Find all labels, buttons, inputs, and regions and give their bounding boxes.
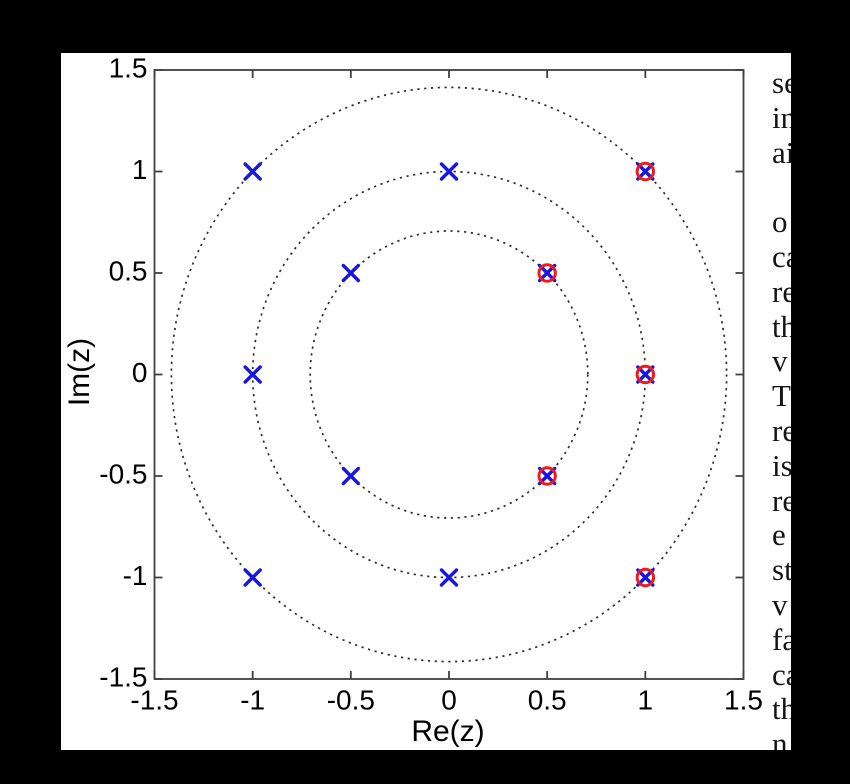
x-marker-stroke xyxy=(243,568,262,587)
axes-frame xyxy=(153,69,745,680)
data-point-o xyxy=(635,364,656,385)
data-point-x xyxy=(243,568,262,587)
x-tick-label: 1 xyxy=(638,684,654,715)
text-line: T xyxy=(772,378,791,414)
reference-circle xyxy=(309,230,589,519)
text-line: th xyxy=(772,691,791,727)
text-line: is xyxy=(772,447,791,483)
data-point-x xyxy=(341,263,361,283)
x-marker-stroke xyxy=(341,466,361,486)
x-marker-stroke xyxy=(439,568,459,587)
text-line: ai xyxy=(772,134,791,170)
x-tick-label: 0.5 xyxy=(528,684,567,715)
reference-circle xyxy=(251,170,647,579)
text-line: ca xyxy=(772,656,791,692)
tick-labels: -1.5 -1 -0.5 0 0.5 1 1.5 -1.5 -1 -0.5 0 0.5 1 1.5 xyxy=(99,53,763,715)
text-line: v xyxy=(772,343,788,379)
data-point-x xyxy=(243,162,262,181)
y-tick-label: -0.5 xyxy=(99,458,147,489)
x-tick-label: -1.5 xyxy=(130,684,178,715)
x-marker-stroke xyxy=(439,162,459,181)
complex-plane-plot: -1.5 -1 -0.5 0 0.5 1 1.5 -1.5 -1 -0.5 0 0.5 1 1.5 Re(… xyxy=(63,53,763,748)
y-tick-label: -1 xyxy=(123,560,148,591)
y-tick-label: 0 xyxy=(132,357,148,388)
y-tick-label: 0.5 xyxy=(109,255,148,286)
data-point-o xyxy=(537,466,557,486)
data-point-o xyxy=(537,263,557,283)
text-line: v xyxy=(772,586,788,622)
y-tick-label: 1.5 xyxy=(109,53,148,83)
x-marker-stroke xyxy=(243,162,262,181)
x-marker-stroke xyxy=(243,365,262,384)
data-point-x xyxy=(243,365,262,384)
x-tick-label: -0.5 xyxy=(327,684,375,715)
text-line xyxy=(772,170,791,205)
data-point-x xyxy=(439,162,459,181)
x-tick-label: 0 xyxy=(441,684,457,715)
text-line: in xyxy=(772,99,791,135)
text-line: re xyxy=(772,412,791,448)
text-line: st xyxy=(772,552,791,588)
data-point-o xyxy=(635,161,656,182)
text-line: fa xyxy=(772,621,791,657)
text-line: o xyxy=(772,204,788,240)
data-point-x xyxy=(439,568,459,587)
plot-box xyxy=(153,69,745,680)
text-line: re xyxy=(772,273,791,309)
x-marker-stroke xyxy=(341,263,361,283)
data-point-o xyxy=(635,567,656,588)
x-axis-label: Re(z) xyxy=(411,715,484,748)
text-line: th xyxy=(772,308,791,344)
text-line: se xyxy=(772,65,791,100)
x-tick-label: 1.5 xyxy=(724,684,763,715)
y-tick-label: -1.5 xyxy=(99,661,147,692)
text-line: ca xyxy=(772,238,791,274)
text-line: re xyxy=(772,482,791,518)
text-line: e xyxy=(772,517,786,553)
text-line: n xyxy=(772,726,788,750)
y-tick-label: 1 xyxy=(132,154,148,185)
y-axis-label: Im(z) xyxy=(63,338,96,406)
x-tick-label: -1 xyxy=(240,684,265,715)
reference-circle xyxy=(170,86,728,663)
document-page: -1.5 -1 -0.5 0 0.5 1 1.5 -1.5 -1 -0.5 0 0.5 1 1.5 Re(… xyxy=(61,53,791,750)
axis-ticks xyxy=(153,69,745,680)
data-markers xyxy=(243,161,656,588)
data-point-x xyxy=(341,466,361,486)
